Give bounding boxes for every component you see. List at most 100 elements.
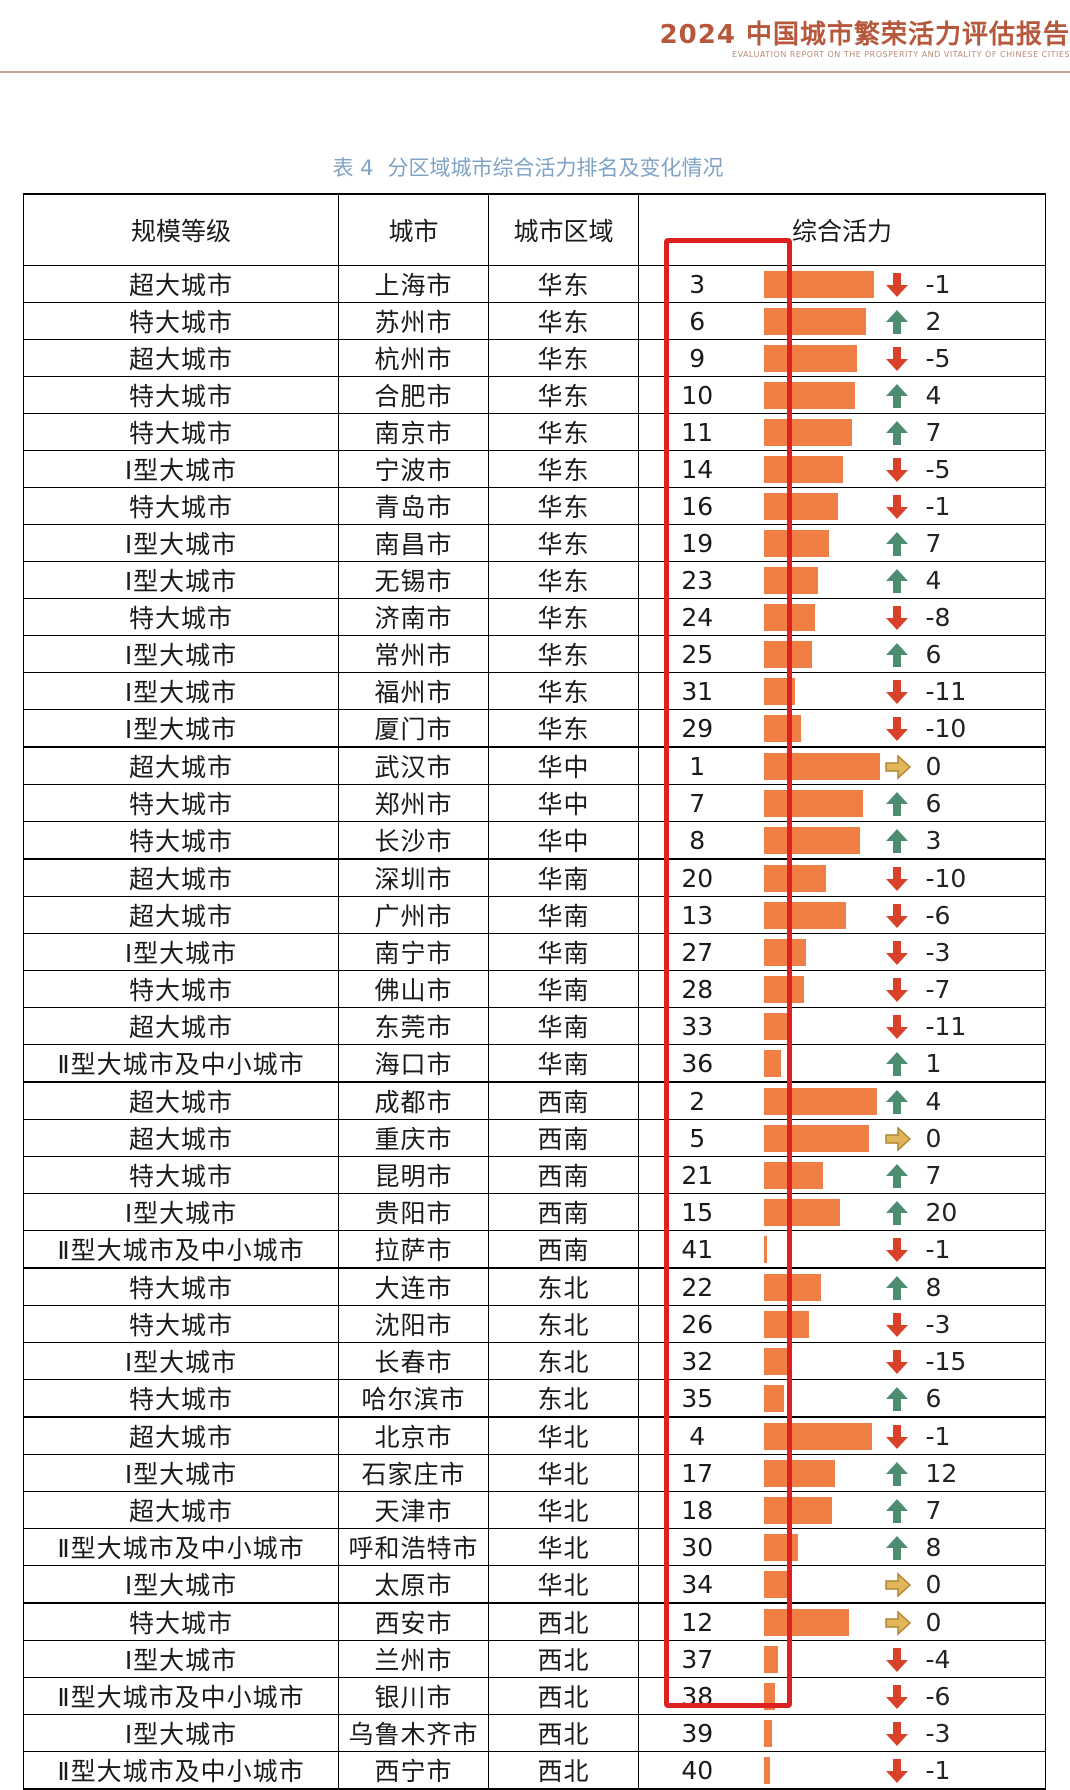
trend-up-arrow-icon: [884, 1497, 914, 1525]
cell-scale-level: 特大城市: [23, 970, 339, 1008]
vitality-bar: [763, 529, 829, 557]
cell-rank-change: 12: [925, 1459, 958, 1489]
table-row: Ⅰ型大城市 厦门市 华东 29 -10: [23, 709, 1046, 748]
trend-down-arrow-icon: [884, 1720, 914, 1748]
cell-region: 华东: [488, 450, 639, 488]
cell-rank-change: -1: [925, 492, 951, 522]
cell-rank-change: 20: [925, 1198, 958, 1228]
cell-region: 华东: [488, 265, 639, 303]
trend-up-arrow-icon: [884, 827, 914, 855]
trend-down-arrow-icon: [884, 1348, 914, 1376]
cell-rank-change: -1: [925, 1756, 951, 1786]
cell-region: 西北: [488, 1677, 639, 1715]
cell-scale-level: Ⅰ型大城市: [23, 1714, 339, 1752]
cell-rank-change: 7: [925, 418, 942, 448]
table-row: 超大城市 深圳市 华南 20 -10: [23, 859, 1046, 897]
trend-down-arrow-icon: [884, 976, 914, 1004]
cell-city: 北京市: [338, 1417, 489, 1455]
vitality-bar: [763, 1756, 770, 1784]
table-row: 特大城市 长沙市 华中 8 3: [23, 821, 1046, 860]
cell-scale-level: 特大城市: [23, 1156, 339, 1194]
cell-city: 石家庄市: [338, 1454, 489, 1492]
vitality-bar: [763, 1459, 835, 1487]
cell-region: 华北: [488, 1565, 639, 1604]
cell-rank-change: -8: [925, 603, 951, 633]
vitality-bar: [763, 1012, 789, 1040]
cell-region: 华南: [488, 1044, 639, 1083]
cell-rank: 24: [638, 598, 756, 636]
cell-rank: 20: [638, 859, 756, 897]
cell-rank-change: 4: [925, 381, 942, 411]
table-row: 超大城市 重庆市 西南 5 0: [23, 1119, 1046, 1157]
cell-region: 西南: [488, 1156, 639, 1194]
header-region: 城市区域: [488, 193, 639, 266]
table-row: 特大城市 南京市 华东 11 7: [23, 413, 1046, 451]
trend-down-arrow-icon: [884, 939, 914, 967]
cell-city: 贵阳市: [338, 1193, 489, 1231]
cell-rank-change: 0: [925, 1608, 942, 1638]
cell-rank: 25: [638, 635, 756, 673]
cell-city: 拉萨市: [338, 1230, 489, 1269]
vitality-bar: [763, 566, 818, 594]
cell-scale-level: 超大城市: [23, 1417, 339, 1455]
cell-city: 长沙市: [338, 821, 489, 860]
cell-scale-level: Ⅰ型大城市: [23, 1640, 339, 1678]
table-row: 特大城市 苏州市 华东 6 2: [23, 302, 1046, 340]
vitality-bar: [763, 826, 860, 854]
cell-region: 东北: [488, 1379, 639, 1418]
cell-city: 上海市: [338, 265, 489, 303]
cell-rank-change: 7: [925, 529, 942, 559]
vitality-bar: [763, 1682, 775, 1710]
cell-rank-change: 1: [925, 1049, 942, 1079]
cell-city: 青岛市: [338, 487, 489, 525]
cell-rank-change: -5: [925, 455, 951, 485]
table-row: Ⅱ型大城市及中小城市 呼和浩特市 华北 30 8: [23, 1528, 1046, 1566]
header-vitality: 综合活力: [638, 193, 1046, 266]
cell-scale-level: 特大城市: [23, 1603, 339, 1641]
cell-city: 常州市: [338, 635, 489, 673]
cell-region: 西北: [488, 1751, 639, 1790]
cell-rank-change: 6: [925, 640, 942, 670]
cell-city: 西宁市: [338, 1751, 489, 1790]
table-row: 特大城市 昆明市 西南 21 7: [23, 1156, 1046, 1194]
table-row: Ⅰ型大城市 宁波市 华东 14 -5: [23, 450, 1046, 488]
vitality-bar: [763, 1608, 849, 1636]
trend-up-arrow-icon: [884, 1050, 914, 1078]
cell-rank-change: -7: [925, 975, 951, 1005]
cell-scale-level: Ⅱ型大城市及中小城市: [23, 1044, 339, 1083]
table-row: Ⅰ型大城市 无锡市 华东 23 4: [23, 561, 1046, 599]
cell-rank-change: -3: [925, 938, 951, 968]
trend-flat-arrow-icon: [884, 1126, 914, 1152]
cell-rank-change: -11: [925, 1012, 967, 1042]
cell-region: 华南: [488, 933, 639, 971]
cell-region: 华北: [488, 1454, 639, 1492]
cell-rank-change: -15: [925, 1347, 967, 1377]
cell-rank-change: -3: [925, 1719, 951, 1749]
trend-down-arrow-icon: [884, 902, 914, 930]
vitality-bar: [763, 1347, 792, 1375]
cell-scale-level: Ⅰ型大城市: [23, 1342, 339, 1380]
cell-rank: 15: [638, 1193, 756, 1231]
cell-city: 南宁市: [338, 933, 489, 971]
vitality-bar: [763, 752, 880, 780]
cell-region: 华南: [488, 1007, 639, 1045]
cell-region: 华北: [488, 1491, 639, 1529]
cell-rank: 27: [638, 933, 756, 971]
cell-city: 乌鲁木齐市: [338, 1714, 489, 1752]
cell-rank: 28: [638, 970, 756, 1008]
cell-scale-level: Ⅰ型大城市: [23, 450, 339, 488]
trend-down-arrow-icon: [884, 1646, 914, 1674]
cell-scale-level: 超大城市: [23, 1491, 339, 1529]
table-row: 特大城市 合肥市 华东 10 4: [23, 376, 1046, 414]
cell-region: 华东: [488, 598, 639, 636]
cell-city: 海口市: [338, 1044, 489, 1083]
cell-city: 长春市: [338, 1342, 489, 1380]
table-row: 特大城市 济南市 华东 24 -8: [23, 598, 1046, 636]
cell-city: 哈尔滨市: [338, 1379, 489, 1418]
cell-scale-level: Ⅰ型大城市: [23, 561, 339, 599]
cell-city: 沈阳市: [338, 1305, 489, 1343]
cell-region: 华东: [488, 672, 639, 710]
table-caption: 表 4 分区域城市综合活力排名及变化情况: [0, 152, 1070, 182]
cell-scale-level: Ⅰ型大城市: [23, 933, 339, 971]
table-row: Ⅱ型大城市及中小城市 银川市 西北 38 -6: [23, 1677, 1046, 1715]
